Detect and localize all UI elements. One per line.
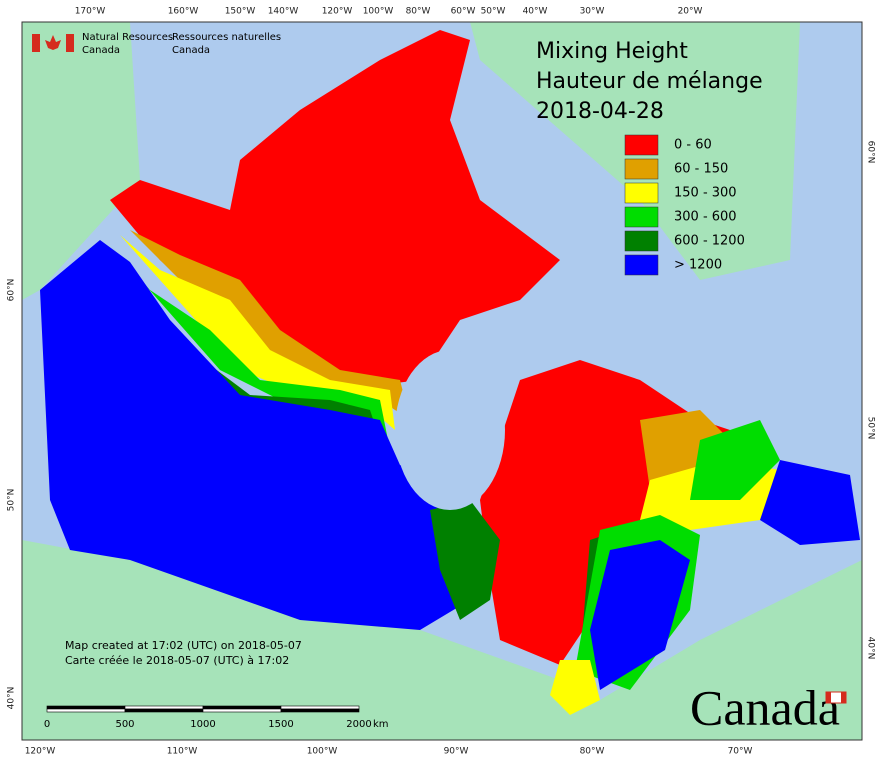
legend-swatch [624, 158, 659, 180]
legend-swatch [624, 134, 659, 156]
legend-swatch [624, 254, 659, 276]
lon-label: 150°W [225, 7, 256, 17]
lon-label: 70°W [728, 747, 753, 757]
scale-segment [280, 705, 360, 710]
scale-segment [46, 708, 126, 713]
scale-segment [202, 705, 282, 710]
legend-swatch [624, 182, 659, 204]
lon-label: 20°W [678, 7, 703, 17]
legend-swatch [624, 206, 659, 228]
flag-bar [841, 692, 846, 703]
lon-label: 100°W [363, 7, 394, 17]
scale-segment [124, 705, 204, 710]
lon-label: 140°W [268, 7, 299, 17]
zone [430, 500, 500, 620]
scale-segment [46, 705, 126, 710]
lat-label: 50°N [866, 417, 876, 440]
lat-label: 40°N [7, 687, 17, 710]
lat-label: 50°N [7, 489, 17, 512]
lon-label: 30°W [580, 7, 605, 17]
lat-label: 60°N [7, 279, 17, 302]
zone [40, 240, 470, 630]
alaska [22, 22, 140, 300]
zone [590, 540, 690, 690]
legend-label: 600 - 1200 [674, 234, 745, 249]
scale-label: 1500 [268, 719, 293, 730]
legend-label: 300 - 600 [674, 210, 737, 225]
wordmark: Canada [690, 679, 840, 735]
legend-label: > 1200 [674, 258, 722, 273]
agency-logo: Natural Resources Canada Ressources natu… [32, 32, 281, 56]
zone [690, 420, 780, 500]
scale-label: 0 [44, 719, 50, 730]
scale-label: 2000 [346, 719, 371, 730]
lon-label: 80°W [580, 747, 605, 757]
legend-label: 150 - 300 [674, 186, 737, 201]
title: Hauteur de mélange [536, 69, 763, 94]
scale-label: 1000 [190, 719, 215, 730]
lon-label: 60°W [451, 7, 476, 17]
lon-label: 170°W [75, 7, 106, 17]
agency-en: Natural Resources [82, 32, 173, 43]
scale-label: 500 [115, 719, 134, 730]
scale-segment [280, 708, 360, 713]
lon-label: 100°W [307, 747, 338, 757]
agency-en: Canada [82, 45, 120, 56]
legend-label: 60 - 150 [674, 162, 728, 177]
hudson-bay [395, 350, 505, 510]
lon-label: 160°W [168, 7, 199, 17]
lat-label: 60°N [866, 141, 876, 164]
lon-label: 120°W [322, 7, 353, 17]
zone [550, 660, 600, 715]
lon-label: 110°W [167, 747, 198, 757]
agency-fr: Ressources naturelles [172, 32, 281, 43]
zone [120, 235, 395, 430]
lon-label: 80°W [406, 7, 431, 17]
date: 2018-04-28 [536, 99, 664, 124]
flag-bar [826, 692, 831, 703]
scale-segment [202, 708, 282, 713]
scale-segment [124, 708, 204, 713]
zone [760, 460, 860, 545]
zone [130, 230, 410, 420]
zone [100, 250, 385, 455]
flag-bar [66, 34, 74, 52]
scale-unit: km [373, 719, 389, 730]
mixing-zones [40, 30, 860, 715]
flag-bar [32, 34, 40, 52]
legend-swatch [624, 230, 659, 252]
agency-fr: Canada [172, 45, 210, 56]
note: Map created at 17:02 (UTC) on 2018-05-07 [65, 639, 302, 652]
maple-leaf [45, 35, 61, 50]
note: Carte créée le 2018-05-07 (UTC) à 17:02 [65, 654, 289, 667]
lat-label: 40°N [866, 637, 876, 660]
title: Mixing Height [536, 39, 688, 64]
lon-label: 50°W [481, 7, 506, 17]
legend-label: 0 - 60 [674, 138, 712, 153]
lon-label: 120°W [25, 747, 56, 757]
frame [21, 21, 863, 741]
lon-label: 40°W [523, 7, 548, 17]
zone [110, 245, 390, 450]
lon-label: 90°W [444, 747, 469, 757]
